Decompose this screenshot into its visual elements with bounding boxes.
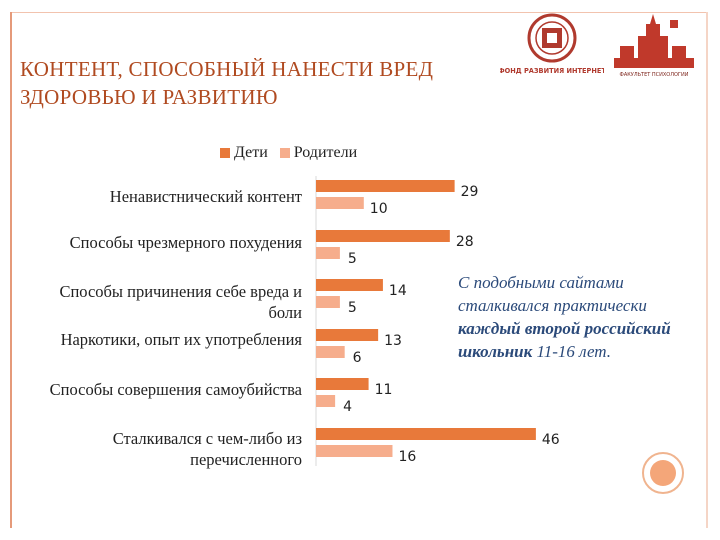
category-label: Наркотики, опыт их употребления <box>60 330 302 349</box>
university-logo: ФАКУЛЬТЕТ ПСИХОЛОГИИ <box>614 14 694 78</box>
data-label-parents: 5 <box>348 251 357 267</box>
legend-item-children: Дети <box>220 144 268 162</box>
category-label: Ненавистнический контент <box>109 187 302 206</box>
data-label-parents: 6 <box>353 350 362 366</box>
bar-parents <box>316 247 340 259</box>
decorative-circle-inner <box>650 460 676 486</box>
bar-parents <box>316 346 345 358</box>
fund-logo-text: ФОНД РАЗВИТИЯ ИНТЕРНЕТ <box>500 67 604 75</box>
legend-swatch-children <box>220 148 230 158</box>
frame-top-line <box>10 12 708 13</box>
chart-legend: Дети Родители <box>220 144 369 162</box>
bar-children <box>316 428 536 440</box>
category-label: Сталкивался с чем-либо из перечисленного <box>112 429 302 469</box>
frame-right-line <box>706 12 708 528</box>
bar-children <box>316 279 383 291</box>
bar-children <box>316 329 379 341</box>
data-label-children: 14 <box>389 283 407 299</box>
data-label-children: 11 <box>375 382 393 398</box>
bar-children <box>316 378 369 390</box>
category-label: Способы причинения себе вреда и боли <box>59 282 302 322</box>
category-label: Способы совершения самоубийства <box>49 380 302 399</box>
data-label-parents: 4 <box>343 399 352 415</box>
data-label-children: 29 <box>461 184 479 200</box>
bar-parents <box>316 197 364 209</box>
category-label: Способы чрезмерного похудения <box>69 233 302 252</box>
data-label-parents: 5 <box>348 300 357 316</box>
bar-parents <box>316 445 393 457</box>
university-logo-text: ФАКУЛЬТЕТ ПСИХОЛОГИИ <box>620 72 689 78</box>
legend-swatch-parents <box>279 148 290 158</box>
data-label-children: 28 <box>456 234 474 250</box>
bar-children <box>316 230 450 242</box>
legend-label-parents: Родители <box>293 144 358 161</box>
slide-title: КОНТЕНТ, СПОСОБНЫЙ НАНЕСТИ ВРЕД ЗДОРОВЬЮ… <box>20 57 434 109</box>
bar-parents <box>316 296 340 308</box>
data-label-children: 46 <box>542 432 560 448</box>
annotation-part1: С подобными сайтами сталкивался практиче… <box>458 273 647 315</box>
annotation-part2: 11-16 лет. <box>532 342 612 361</box>
bar-parents <box>316 395 336 407</box>
frame-left-line <box>10 12 12 528</box>
annotation-text: С подобными сайтами сталкивался практиче… <box>458 271 678 363</box>
legend-item-parents: Родители <box>279 144 358 162</box>
data-label-children: 13 <box>384 333 402 349</box>
annotation-bold: каждый второй российский школьник <box>458 319 671 361</box>
bar-children <box>316 180 455 192</box>
fund-logo: ФОНД РАЗВИТИЯ ИНТЕРНЕТ <box>500 13 604 75</box>
data-label-parents: 10 <box>370 201 388 217</box>
legend-label-children: Дети <box>234 144 268 161</box>
data-label-parents: 16 <box>398 449 416 465</box>
